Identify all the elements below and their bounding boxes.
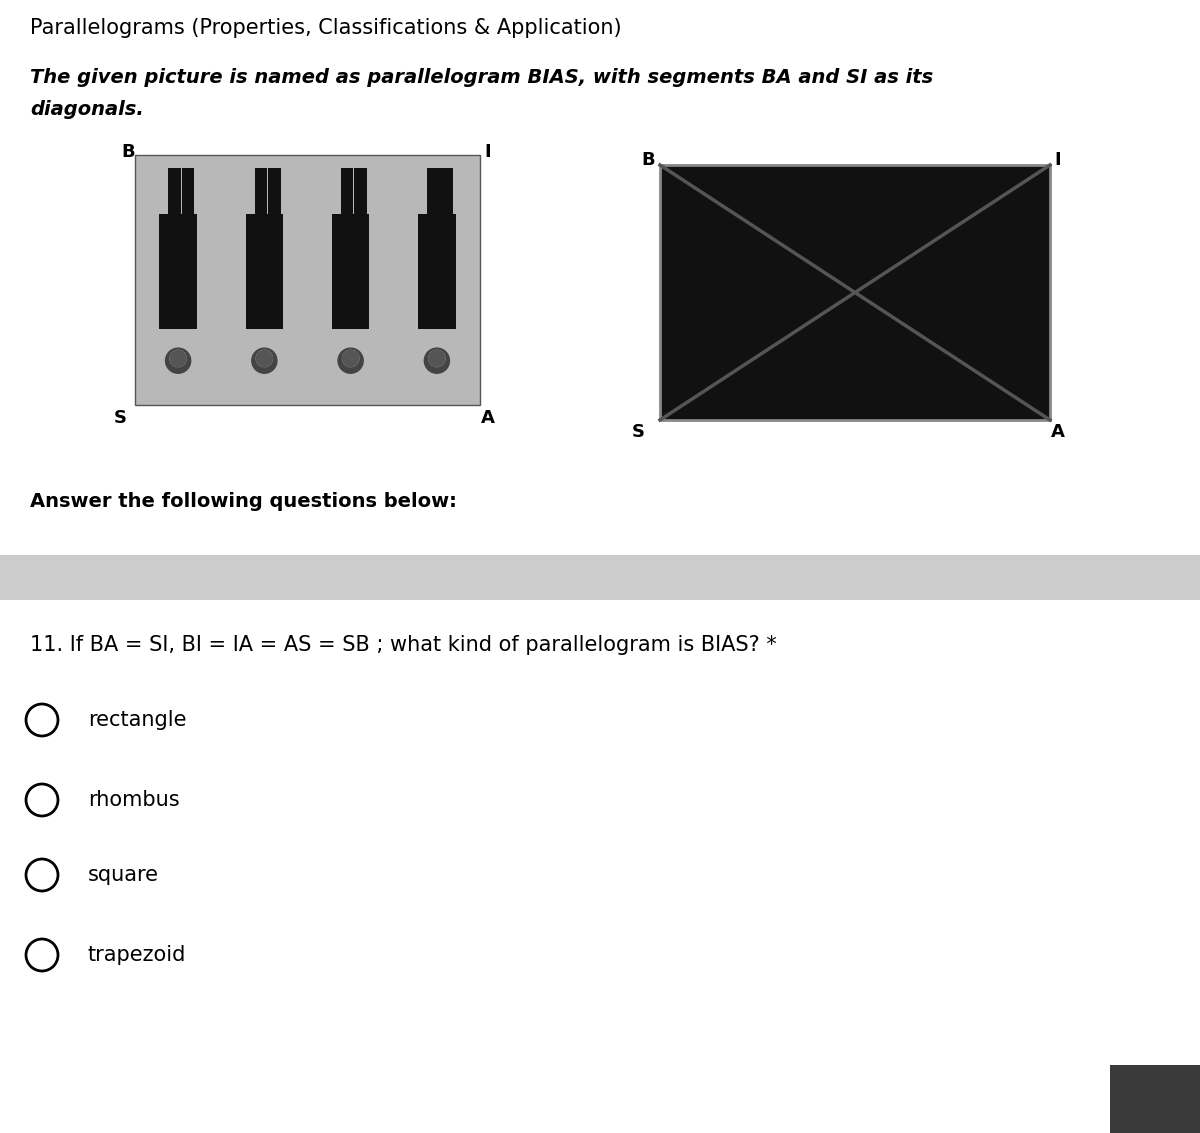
Text: S: S [114, 409, 126, 427]
Text: trapezoid: trapezoid [88, 945, 186, 965]
Circle shape [425, 348, 450, 373]
Text: A: A [1051, 423, 1064, 441]
Bar [160, 213, 197, 329]
Circle shape [166, 348, 191, 373]
Circle shape [342, 350, 359, 367]
Circle shape [252, 348, 277, 373]
Text: A: A [481, 409, 494, 427]
Circle shape [257, 350, 272, 367]
Text: Parallelograms (Properties, Classifications & Application): Parallelograms (Properties, Classificati… [30, 18, 622, 39]
Bar [660, 165, 1050, 420]
Text: B: B [121, 143, 134, 161]
Circle shape [428, 350, 445, 367]
Text: S: S [631, 423, 644, 441]
Bar [1110, 1065, 1200, 1133]
Text: 11. If BA = SI, BI = IA = AS = SB ; what kind of parallelogram is BIAS? *: 11. If BA = SI, BI = IA = AS = SB ; what… [30, 634, 776, 655]
Text: I: I [485, 143, 491, 161]
Bar [246, 213, 283, 329]
Text: The given picture is named as parallelogram BIAS, with segments BA and SI as its: The given picture is named as parallelog… [30, 68, 934, 87]
Bar [0, 555, 1200, 600]
Bar [440, 168, 454, 218]
Text: Answer the following questions below:: Answer the following questions below: [30, 492, 457, 511]
Bar [181, 168, 194, 218]
Bar [254, 168, 268, 218]
Bar [341, 168, 353, 218]
Circle shape [170, 350, 186, 367]
Text: square: square [88, 864, 158, 885]
Bar [427, 168, 439, 218]
Text: rhombus: rhombus [88, 790, 180, 810]
Circle shape [257, 350, 272, 367]
Bar [134, 155, 480, 404]
Bar [168, 168, 181, 218]
Bar [331, 213, 370, 329]
Text: I: I [1055, 151, 1061, 169]
Circle shape [342, 350, 359, 367]
Circle shape [428, 350, 445, 367]
Circle shape [170, 350, 186, 367]
Bar [354, 168, 367, 218]
Text: B: B [641, 151, 655, 169]
Text: rectangle: rectangle [88, 710, 186, 730]
Circle shape [338, 348, 364, 373]
Text: diagonals.: diagonals. [30, 100, 144, 119]
Bar [268, 168, 281, 218]
Bar [418, 213, 456, 329]
